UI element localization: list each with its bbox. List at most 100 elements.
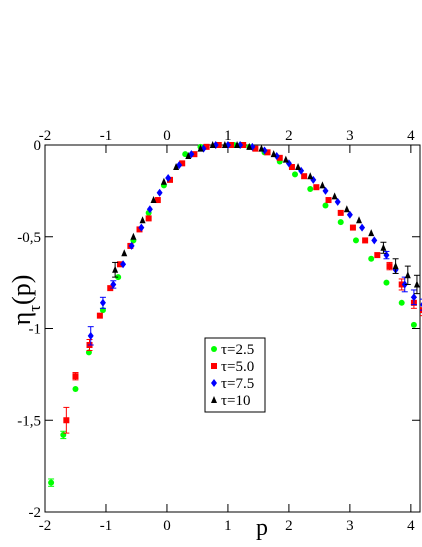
- marker: [107, 285, 114, 292]
- marker: [117, 261, 123, 268]
- x-tick-label-top: 4: [407, 128, 415, 144]
- marker: [380, 243, 387, 251]
- marker: [337, 209, 344, 216]
- marker: [356, 216, 363, 224]
- marker: [392, 262, 399, 270]
- x-axis-label: p: [256, 515, 268, 541]
- marker: [145, 215, 152, 222]
- x-tick-label: 2: [285, 518, 293, 534]
- marker: [276, 154, 283, 161]
- marker: [179, 160, 186, 167]
- y-tick-label: -2: [29, 505, 42, 521]
- marker: [234, 141, 241, 148]
- x-tick-label-top: 3: [346, 128, 354, 144]
- marker: [72, 373, 79, 380]
- marker: [264, 149, 271, 156]
- marker: [139, 216, 146, 224]
- marker: [410, 293, 417, 302]
- marker: [410, 321, 417, 328]
- marker: [359, 223, 366, 232]
- marker: [325, 197, 332, 204]
- marker: [371, 236, 378, 245]
- legend-label: τ=10: [221, 393, 251, 409]
- legend-label: τ=5.0: [221, 359, 254, 375]
- marker: [96, 312, 103, 319]
- marker: [307, 186, 314, 193]
- marker: [362, 237, 369, 244]
- marker: [138, 223, 145, 232]
- x-tick-label: 3: [346, 518, 354, 534]
- marker: [374, 252, 381, 259]
- marker: [120, 260, 127, 269]
- legend-label: τ=7.5: [221, 376, 254, 392]
- marker: [343, 205, 350, 213]
- x-tick-label-top: -2: [39, 128, 52, 144]
- x-tick-label-top: 2: [285, 128, 293, 144]
- marker: [48, 479, 55, 486]
- y-label-main: η: [7, 312, 36, 326]
- marker: [401, 280, 408, 289]
- x-tick-label-top: 1: [224, 128, 232, 144]
- marker: [221, 141, 228, 148]
- marker: [398, 299, 405, 306]
- y-axis-label: ητ(p): [7, 275, 44, 326]
- marker: [211, 346, 217, 352]
- marker: [130, 232, 137, 240]
- marker: [349, 224, 356, 231]
- marker: [136, 226, 143, 233]
- marker: [167, 176, 173, 183]
- marker: [173, 163, 180, 171]
- marker: [282, 155, 289, 163]
- marker: [227, 142, 234, 148]
- y-label-sub: τ: [25, 305, 44, 312]
- marker: [322, 186, 329, 195]
- marker: [368, 229, 375, 237]
- marker: [215, 142, 222, 148]
- marker: [211, 396, 217, 403]
- x-tick-label-top: 0: [163, 128, 171, 144]
- x-tick-label: 1: [224, 518, 232, 534]
- marker: [404, 271, 411, 279]
- marker: [337, 219, 344, 226]
- marker: [87, 331, 94, 340]
- marker: [63, 417, 70, 424]
- marker: [110, 280, 117, 289]
- y-label-rest: (p): [7, 275, 36, 305]
- marker: [185, 152, 192, 160]
- marker: [313, 184, 320, 191]
- marker: [165, 174, 172, 183]
- marker: [99, 298, 106, 307]
- marker: [322, 202, 329, 209]
- marker: [146, 205, 153, 214]
- marker: [115, 274, 122, 281]
- y-tick-label: -1: [29, 322, 42, 338]
- marker: [386, 263, 393, 270]
- x-tick-label: 0: [163, 518, 171, 534]
- x-tick-label: -1: [100, 518, 113, 534]
- y-tick-label: 0: [34, 138, 42, 154]
- x-tick-label: -2: [39, 518, 52, 534]
- marker: [346, 210, 353, 219]
- marker: [121, 249, 128, 257]
- y-tick-label: -1,5: [17, 413, 41, 429]
- y-tick-label: -0,5: [17, 230, 41, 246]
- marker: [383, 251, 390, 260]
- marker: [112, 265, 119, 273]
- error-bar: [420, 298, 422, 311]
- marker: [292, 171, 298, 178]
- marker: [160, 177, 167, 185]
- marker: [203, 143, 210, 150]
- marker: [307, 172, 314, 180]
- marker: [209, 141, 216, 148]
- marker: [156, 188, 163, 197]
- marker: [240, 142, 247, 148]
- x-tick-label: 4: [407, 518, 415, 534]
- marker: [413, 280, 420, 288]
- marker: [258, 144, 265, 152]
- x-tick-label-top: -1: [100, 128, 113, 144]
- marker: [295, 163, 302, 171]
- marker: [150, 196, 157, 204]
- plot-frame: [44, 144, 421, 513]
- marker: [197, 144, 204, 152]
